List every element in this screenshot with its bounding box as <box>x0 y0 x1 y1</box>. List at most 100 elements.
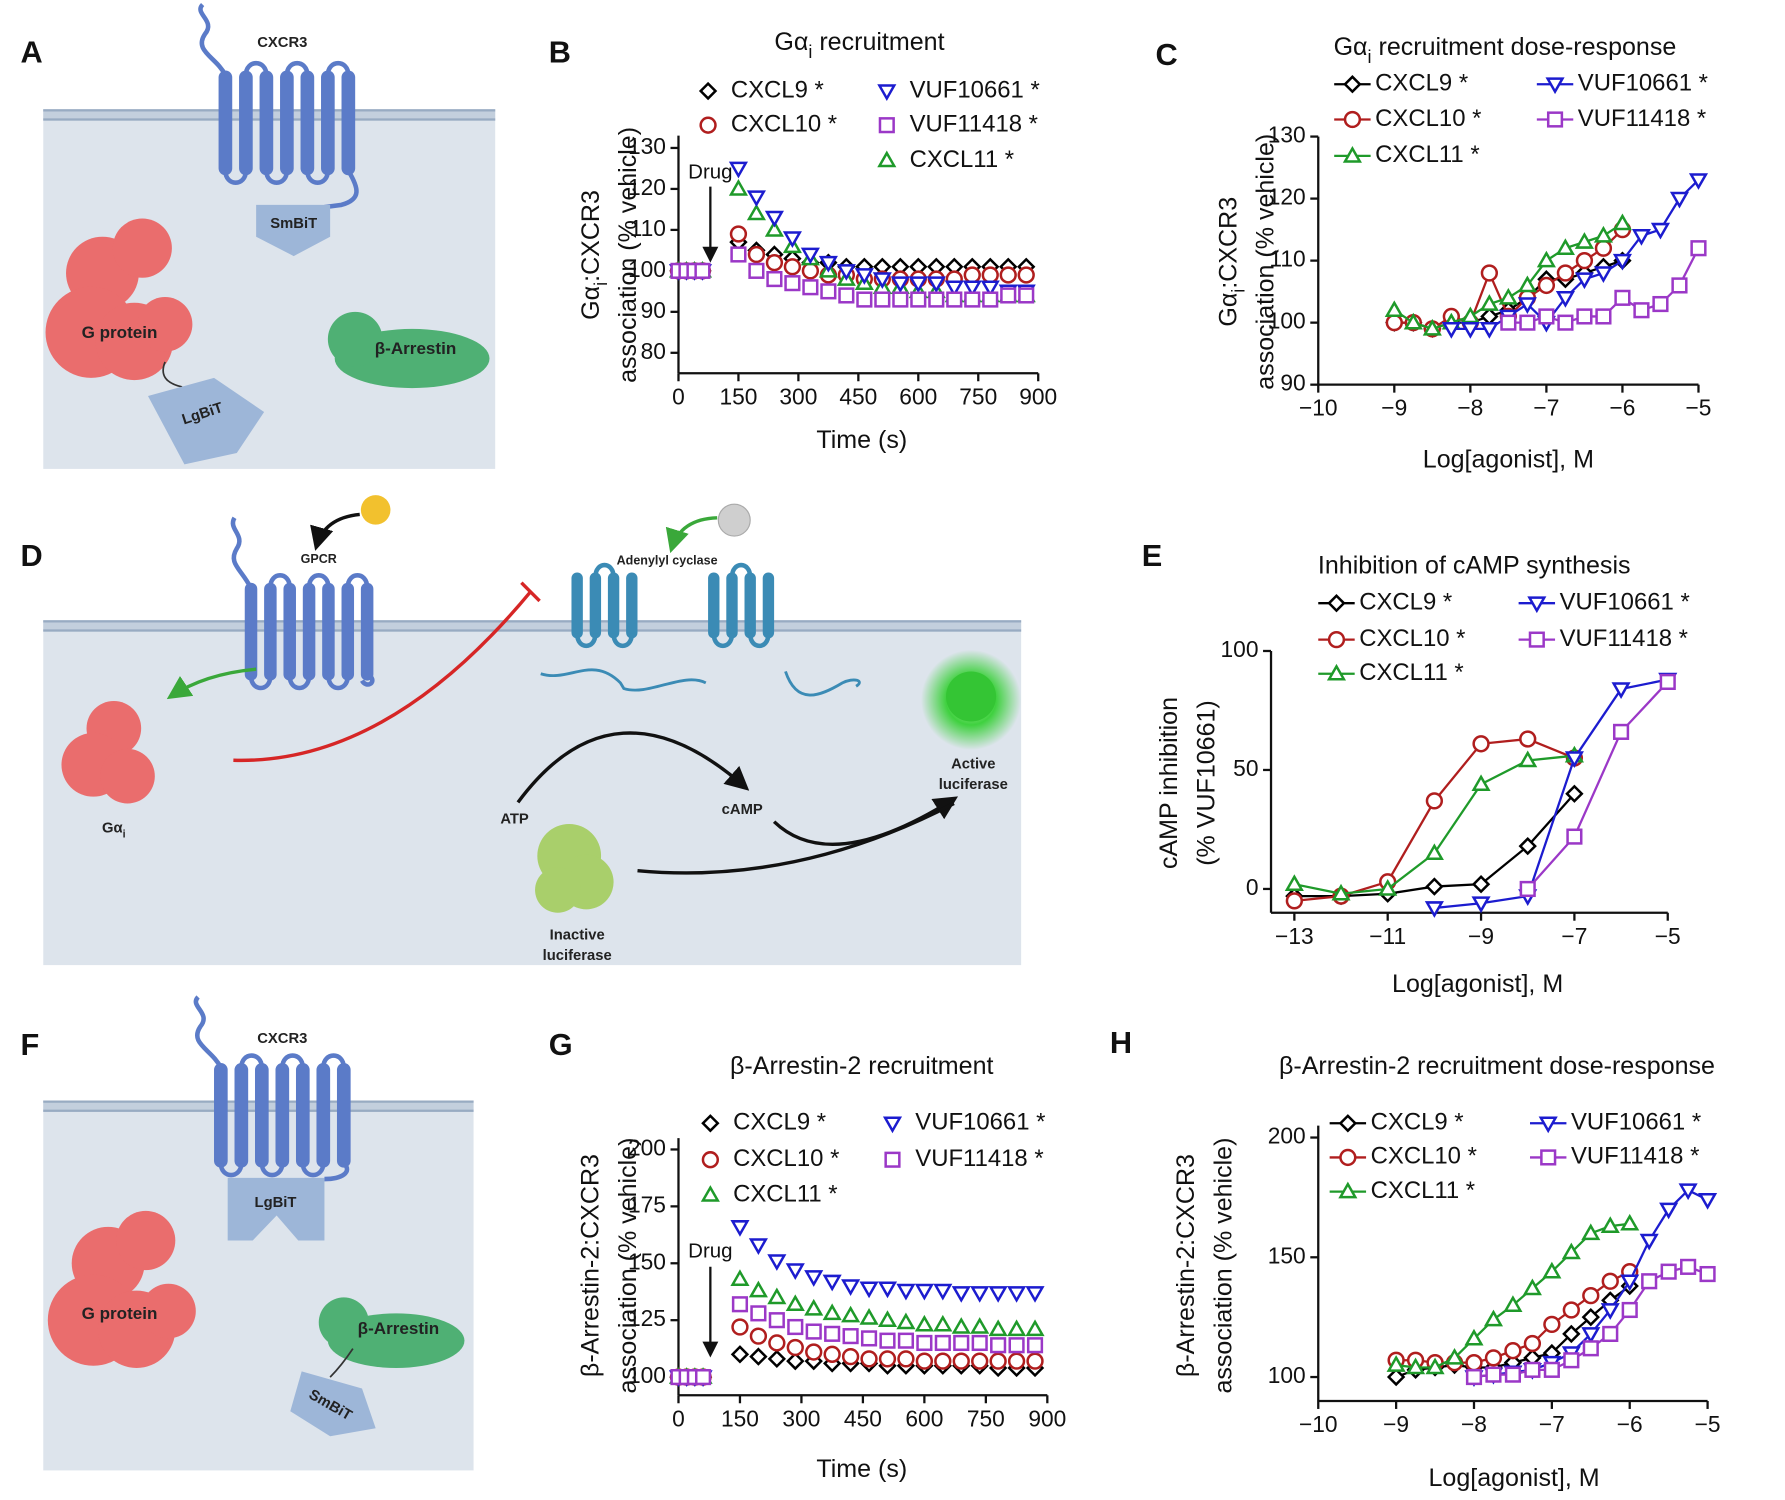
x-tick-label: −11 <box>1369 923 1406 949</box>
legend-label: VUF10661 * <box>910 76 1040 103</box>
y-tick-label: 120 <box>1268 184 1306 210</box>
marker <box>1698 1193 1718 1210</box>
panel-label: B <box>549 35 571 70</box>
protein-label: G protein <box>82 1304 158 1323</box>
marker <box>1386 1367 1406 1387</box>
marker <box>1000 287 1017 304</box>
marker <box>963 266 981 284</box>
text-part: Gα <box>1334 32 1368 60</box>
loop <box>218 1162 244 1178</box>
blob <box>100 748 155 804</box>
y-axis-label: association (% vehicle) <box>614 1138 642 1394</box>
marker <box>1441 322 1461 339</box>
marker <box>1504 1366 1522 1383</box>
marker <box>1600 1216 1620 1233</box>
subscript: i <box>808 42 812 62</box>
helix <box>280 70 294 176</box>
marker <box>767 1349 787 1369</box>
marker <box>1595 308 1612 325</box>
activation-arrow <box>772 796 959 846</box>
text-part: recruitment dose-response <box>1372 32 1677 60</box>
blob <box>535 867 581 913</box>
legend-label: VUF10661 * <box>1578 70 1708 97</box>
c-terminus <box>324 1161 350 1182</box>
y-tick-label: 120 <box>628 174 666 200</box>
marker <box>1536 250 1556 268</box>
x-axis-label: Time (s) <box>816 1455 907 1483</box>
marker <box>1564 751 1584 768</box>
marker <box>841 1279 861 1296</box>
marker <box>1284 874 1304 891</box>
smbit-tag <box>256 204 331 257</box>
marker <box>749 1347 768 1366</box>
helix <box>607 572 620 639</box>
marker <box>934 1334 951 1352</box>
legend-label: VUF11418 * <box>910 111 1038 138</box>
lgbit-tag <box>147 377 265 465</box>
chart-title: Gαi recruitment dose-response <box>1334 32 1677 66</box>
marker <box>1542 1261 1562 1279</box>
marker <box>1480 264 1499 282</box>
enzyme-label: Inactive <box>550 927 605 943</box>
marker <box>805 1323 822 1340</box>
marker <box>897 1332 915 1349</box>
marker <box>1479 322 1499 339</box>
loop <box>223 170 249 185</box>
marker <box>786 1351 805 1371</box>
x-tick-label: −8 <box>1457 395 1483 421</box>
y-axis-label: β-Arrestin-2:CXCR3 <box>577 1154 605 1377</box>
marker <box>1519 880 1536 898</box>
marker <box>1621 1301 1638 1319</box>
x-tick-label: −9 <box>1383 1411 1409 1437</box>
helix <box>316 1062 331 1168</box>
receptor <box>193 995 351 1182</box>
legend-label: CXCL9 * <box>1359 589 1452 616</box>
marker <box>915 1352 934 1370</box>
marker <box>1543 1361 1560 1378</box>
series-line <box>1294 754 1575 895</box>
helix <box>626 572 638 639</box>
x-tick-label: −10 <box>1299 1411 1338 1437</box>
marker <box>1471 875 1491 894</box>
chart: β-Arrestin-2 recruitment dose-response −1… <box>1172 1052 1721 1492</box>
x-axis-label: Time (s) <box>816 426 907 454</box>
linker <box>162 361 183 388</box>
annotation: Drug <box>688 160 732 183</box>
g-protein <box>45 218 193 381</box>
marker <box>1498 287 1518 305</box>
legend-label: VUF10661 * <box>1560 589 1690 616</box>
panel-label: F <box>20 1027 39 1062</box>
panel-label: D <box>20 538 42 573</box>
x-tick-label: 750 <box>967 1405 1005 1431</box>
marker <box>824 1325 841 1342</box>
y-tick-label: 175 <box>628 1191 666 1217</box>
marker <box>1524 1361 1541 1378</box>
loop <box>325 60 351 76</box>
y-axis-label: cAMP inhibition <box>1155 697 1183 869</box>
loop <box>280 1053 306 1068</box>
x-tick-label: −5 <box>1695 1411 1721 1437</box>
marker <box>1285 892 1304 910</box>
marker <box>747 245 766 264</box>
marker <box>746 203 766 221</box>
marker <box>1581 1327 1601 1344</box>
marker <box>879 1332 896 1349</box>
legend-label: VUF11418 * <box>915 1145 1043 1172</box>
enzyme-label: Adenylyl cyclase <box>617 553 718 567</box>
helix <box>744 572 756 639</box>
helix <box>321 70 335 176</box>
marker <box>971 1334 988 1352</box>
marker <box>1464 1328 1484 1346</box>
text-part: recruitment <box>812 28 944 56</box>
loop <box>264 170 290 185</box>
marker <box>1574 272 1594 290</box>
marker <box>1519 730 1537 748</box>
marker <box>1565 784 1584 803</box>
marker <box>859 1307 879 1325</box>
y-tick-label: 0 <box>1246 874 1259 900</box>
blob <box>112 218 172 278</box>
marker <box>988 1319 1008 1337</box>
marker <box>1612 723 1630 740</box>
legend-label: CXCL11 * <box>1371 1177 1475 1204</box>
loop <box>611 633 635 649</box>
